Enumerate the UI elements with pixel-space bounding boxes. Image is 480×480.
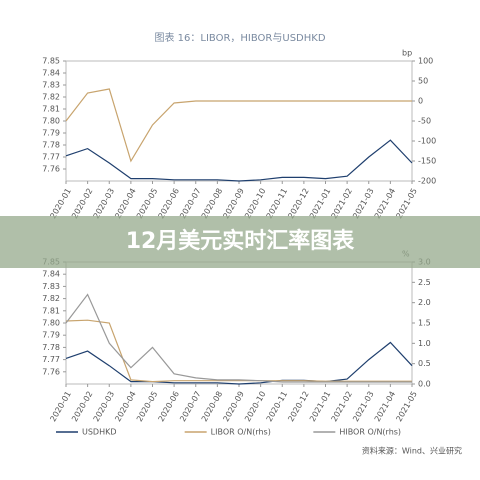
y-tick-label: 7.78	[42, 141, 60, 150]
series-line	[65, 139, 413, 182]
y-tick-label: 7.83	[42, 282, 60, 291]
y2-tick-label: 100	[418, 57, 433, 66]
y-tick-label: 7.84	[42, 69, 60, 78]
source-note: 资料来源：Wind、兴业研究	[362, 446, 462, 456]
y2-tick-label: 50	[418, 77, 428, 86]
y-tick-label: 7.80	[42, 319, 60, 328]
y-tick-label: 7.82	[42, 294, 60, 303]
banner-band	[0, 216, 480, 268]
y2-tick-label: 0.5	[418, 359, 431, 368]
y2-axis-label: bp	[402, 49, 412, 58]
series-line	[65, 293, 412, 383]
legend-label: LIBOR O/N(rhs)	[211, 428, 271, 437]
y2-tick-label: 1.5	[418, 319, 431, 328]
y-tick-label: 7.79	[42, 129, 60, 138]
y2-tick-label: 2.0	[418, 298, 431, 307]
y-tick-label: 7.84	[42, 270, 60, 279]
series-line	[65, 341, 413, 385]
y-tick-label: 7.81	[42, 306, 60, 315]
y-tick-label: 7.82	[42, 93, 60, 102]
banner-text: 12月美元实时汇率图表	[126, 228, 356, 254]
series-line	[65, 319, 412, 383]
y2-tick-label: 0.0	[418, 380, 431, 389]
y2-tick-label: 0	[418, 97, 423, 106]
y-tick-label: 7.77	[42, 355, 60, 364]
y-tick-label: 7.76	[42, 367, 60, 376]
y2-tick-label: 2.5	[418, 278, 431, 287]
series-line	[65, 88, 412, 163]
legend-label: USDHKD	[82, 428, 117, 437]
y-tick-label: 7.77	[42, 153, 60, 162]
y-tick-label: 7.79	[42, 331, 60, 340]
y-tick-label: 7.76	[42, 165, 60, 174]
chart-title: 图表 16：LIBOR，HIBOR与USDHKD	[154, 31, 325, 44]
y2-tick-label: 1.0	[418, 339, 431, 348]
y-tick-label: 7.85	[42, 57, 60, 66]
y-tick-label: 7.83	[42, 81, 60, 90]
y-tick-label: 7.80	[42, 117, 60, 126]
y2-tick-label: -100	[418, 137, 436, 146]
legend-label: HIBOR O/N(rhs)	[339, 428, 401, 437]
y2-tick-label: -50	[418, 117, 431, 126]
y2-tick-label: -150	[418, 157, 436, 166]
y-tick-label: 7.78	[42, 343, 60, 352]
y2-tick-label: -200	[418, 177, 436, 186]
y-tick-label: 7.81	[42, 105, 60, 114]
